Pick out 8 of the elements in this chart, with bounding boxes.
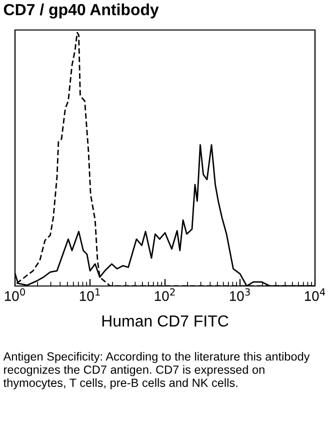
x-tick-label: 10$^{4}$: [304, 288, 326, 301]
x-tick-label: 10$^{0}$: [4, 288, 26, 301]
chart-title: CD7 / gp40 Antibody: [4, 4, 159, 18]
x-axis-title: Human CD7 FITC: [102, 315, 228, 327]
text: Antigen Specificity: According to the literature this antibody recognizes the CD7 antigen. CD7 is expressed on thymocytes, T cells, pre-B cells and NK cells.: [3, 352, 310, 390]
x-tick-label: 10$^{2}$: [154, 288, 175, 301]
x-tick-label: 10$^{1}$: [80, 288, 100, 301]
x-tick-label: 10$^{3}$: [230, 288, 250, 301]
